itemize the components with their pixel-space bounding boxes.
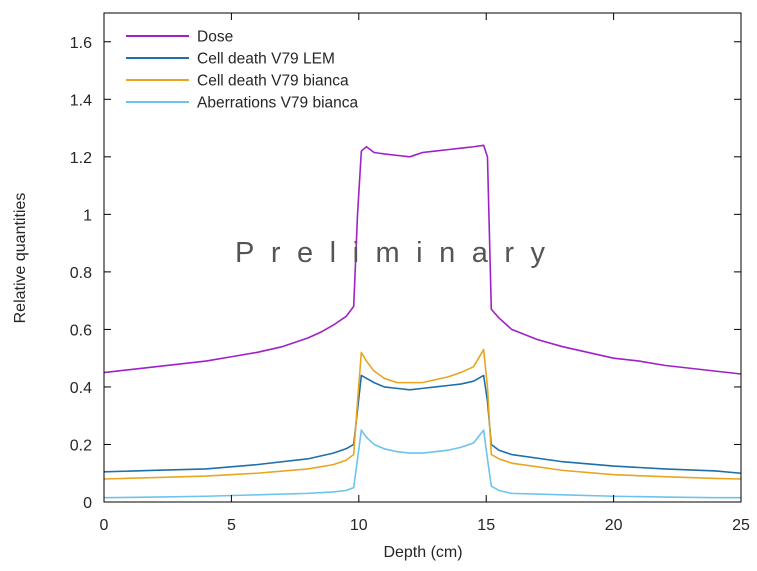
x-tick-label: 10 bbox=[350, 517, 368, 534]
legend-label: Cell death V79 bianca bbox=[197, 73, 349, 90]
series-line-cell-death-v79-bianca bbox=[104, 350, 741, 479]
y-tick-label: 0.2 bbox=[70, 437, 92, 454]
series-line-cell-death-v79-lem bbox=[104, 375, 741, 473]
y-tick-label: 1.2 bbox=[70, 150, 92, 167]
x-tick-label: 20 bbox=[605, 517, 623, 534]
y-tick-label: 1.4 bbox=[70, 92, 92, 109]
y-axis-title: Relative quantities bbox=[12, 193, 29, 324]
x-tick-label: 15 bbox=[477, 517, 495, 534]
legend-label: Aberrations V79 bianca bbox=[197, 95, 359, 112]
x-axis-title: Depth (cm) bbox=[383, 544, 462, 561]
x-tick-label: 0 bbox=[100, 517, 109, 534]
watermark: Preliminary bbox=[235, 237, 562, 269]
legend-label: Dose bbox=[197, 29, 233, 46]
y-tick-label: 1 bbox=[83, 207, 92, 224]
x-tick-label: 5 bbox=[227, 517, 236, 534]
y-tick-label: 0.4 bbox=[70, 380, 92, 397]
y-tick-label: 0.8 bbox=[70, 265, 92, 282]
plot-area bbox=[104, 145, 741, 497]
series-line-aberrations-v79-bianca bbox=[104, 430, 741, 498]
legend-label: Cell death V79 LEM bbox=[197, 51, 335, 68]
y-tick-label: 1.6 bbox=[70, 35, 92, 52]
legend: Dose Cell death V79 LEM Cell death V79 bia… bbox=[126, 29, 359, 112]
preliminary-watermark: Preliminary bbox=[235, 237, 562, 269]
x-tick-label: 25 bbox=[732, 517, 750, 534]
axes: 0 5 10 15 20 25 0 0.2 0.4 0.6 0.8 1 1.2 1.4 1.6 bbox=[70, 13, 750, 534]
y-tick-label: 0 bbox=[83, 495, 92, 512]
y-tick-label: 0.6 bbox=[70, 322, 92, 339]
